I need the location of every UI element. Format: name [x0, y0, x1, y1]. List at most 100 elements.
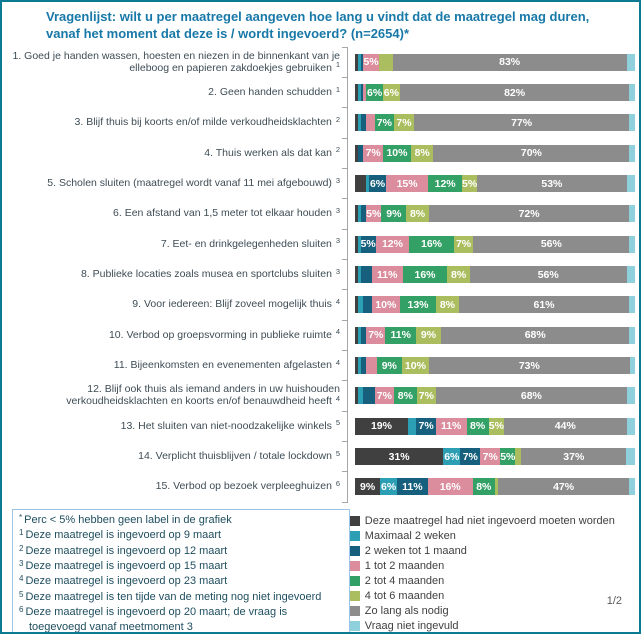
chart-title: Vragenlijst: wilt u per maatregel aangev… [2, 2, 639, 42]
category-footnote-marker: 3 [335, 236, 340, 246]
stacked-bar: 6% 6% 82% [355, 84, 635, 102]
category-label: 1. Goed je handen wassen, hoesten en nie… [12, 49, 341, 74]
stacked-bar: 19% 7% 11% 8% 5% 44% [355, 417, 635, 435]
bar-area: 11% 16% 8% 56% [342, 258, 639, 290]
footnote-text: Deze maatregel is ingevoerd op 12 maart [25, 544, 228, 557]
bar-segment: 5% [462, 175, 478, 193]
bar-segment [626, 53, 635, 71]
bar-segment: 11% [435, 417, 467, 435]
bar-segment: 83% [392, 53, 627, 71]
category-row: 10. Verbod op groepsvorming in publieke … [2, 319, 639, 351]
bar-segment: 9% [415, 326, 441, 344]
category-row: 2. Geen handen schudden 1 6% 6% 82% [2, 76, 639, 108]
bar-segment: 82% [399, 84, 630, 102]
bar-segment: 16% [427, 478, 473, 496]
bar-segment [355, 326, 358, 344]
bar-segment [495, 478, 498, 496]
bar-segment [355, 53, 358, 71]
bar-area: 10% 13% 8% 61% [342, 289, 639, 321]
footnote-text: Perc < 5% hebben geen label in de grafie… [24, 514, 232, 527]
category-footnote-marker: 4 [335, 296, 340, 306]
category-row: 4. Thuis werken als dat kan 2 7% 10% 8% 70% [2, 137, 639, 169]
category-footnote-marker: 4 [335, 327, 340, 337]
bar-segment: 6% [366, 84, 383, 102]
bar-segment: 11% [385, 326, 416, 344]
stacked-bar: 5% 12% 16% 7% 56% [355, 235, 635, 253]
category-footnote-marker: 3 [335, 175, 340, 185]
footnote-line: * Perc < 5% hebben geen label in de grafi… [19, 513, 343, 528]
category-label: 13. Het sluiten van niet-noodzakelijke w… [120, 418, 340, 432]
footnote-box: * Perc < 5% hebben geen label in de grafi… [12, 509, 350, 632]
bar-segment: 53% [477, 175, 627, 193]
bar-segment: 9% [381, 205, 407, 223]
stacked-bar: 5% 83% [355, 53, 635, 71]
bar-segment [626, 417, 635, 435]
legend-item-label: Deze maatregel had niet ingevoerd moeten… [364, 514, 615, 527]
bar-segment [357, 205, 361, 223]
category-footnote-marker: 3 [335, 266, 340, 276]
category-row: 3. Blijf thuis bij koorts en/of milde ve… [2, 107, 639, 139]
bar-segment: 12% [375, 235, 410, 253]
bar-area: 19% 7% 11% 8% 5% 44% [342, 410, 639, 442]
bar-segment [629, 235, 635, 253]
bar-segment: 5% [360, 235, 376, 253]
bar-segment: 16% [409, 235, 454, 253]
bar-segment [629, 478, 635, 496]
legend-item-label: 4 tot 6 maanden [364, 589, 445, 602]
category-label: 7. Eet- en drinkgelegenheden sluiten 3 [160, 236, 340, 250]
legend-item: 4 tot 6 maanden [349, 588, 629, 603]
bar-segment: 9% [376, 357, 402, 375]
legend-color-swatch-icon [349, 515, 360, 526]
bar-segment: 37% [521, 448, 627, 466]
bar-segment [365, 357, 377, 375]
stacked-bar: 10% 13% 8% 61% [355, 296, 635, 314]
category-footnote-marker: 6 [335, 478, 340, 488]
legend-color-swatch-icon [349, 530, 360, 541]
bar-segment [355, 84, 358, 102]
bar-segment [360, 266, 372, 284]
legend-color-swatch-icon [349, 560, 360, 571]
footnote-marker: 3 [19, 559, 24, 569]
bar-segment [357, 266, 361, 284]
bar-segment: 61% [458, 296, 630, 314]
bar-area: 5% 12% 16% 7% 56% [342, 228, 639, 260]
category-label: 6. Een afstand van 1,5 meter tot elkaar … [113, 205, 340, 220]
bar-segment: 8% [447, 266, 470, 284]
bar-area: 9% 6% 11% 16% 8% 47% [342, 471, 639, 504]
bar-segment [355, 296, 358, 314]
category-label: 10. Verbod op groepsvorming in publieke … [108, 327, 340, 341]
category-footnote-marker: 4 [335, 393, 340, 403]
bar-segment [378, 53, 393, 71]
stacked-bar: 9% 10% 73% [355, 357, 635, 375]
bar-segment [629, 144, 635, 162]
category-label: 14. Verplicht thuisblijven / totale lock… [138, 448, 340, 463]
footnote-marker: 1 [19, 528, 24, 538]
stacked-bar: 7% 11% 9% 68% [355, 326, 635, 344]
bar-segment: 7% [480, 448, 501, 466]
bar-segment: 10% [382, 144, 411, 162]
category-footnote-marker: 1 [335, 84, 340, 94]
category-label: 4. Thuis werken als dat kan 2 [204, 145, 340, 159]
bar-segment: 47% [497, 478, 630, 496]
category-row: 13. Het sluiten van niet-noodzakelijke w… [2, 410, 639, 442]
category-row: 6. Een afstand van 1,5 meter tot elkaar … [2, 198, 639, 230]
bar-segment: 5% [488, 417, 504, 435]
bar-segment [363, 296, 372, 314]
chart-title-line1: Vragenlijst: wilt u per maatregel aangev… [46, 9, 590, 24]
bar-segment: 7% [416, 417, 436, 435]
bar-segment: 16% [402, 266, 448, 284]
bar-segment: 5% [500, 448, 516, 466]
bar-segment [360, 84, 364, 102]
bar-segment [357, 387, 364, 405]
footnote-marker: 5 [19, 589, 24, 599]
bar-area: 6% 15% 12% 5% 53% [342, 167, 639, 199]
bar-segment: 7% [374, 114, 395, 132]
stacked-bar: 7% 8% 7% 68% [355, 387, 635, 405]
bar-segment [366, 175, 370, 193]
bar-segment [626, 175, 635, 193]
footnote-text: Deze maatregel is ten tijde van de metin… [25, 590, 322, 603]
legend-item: Vraag niet ingevuld [349, 618, 629, 632]
bar-segment: 68% [436, 387, 627, 405]
bar-segment: 9% [355, 478, 381, 496]
